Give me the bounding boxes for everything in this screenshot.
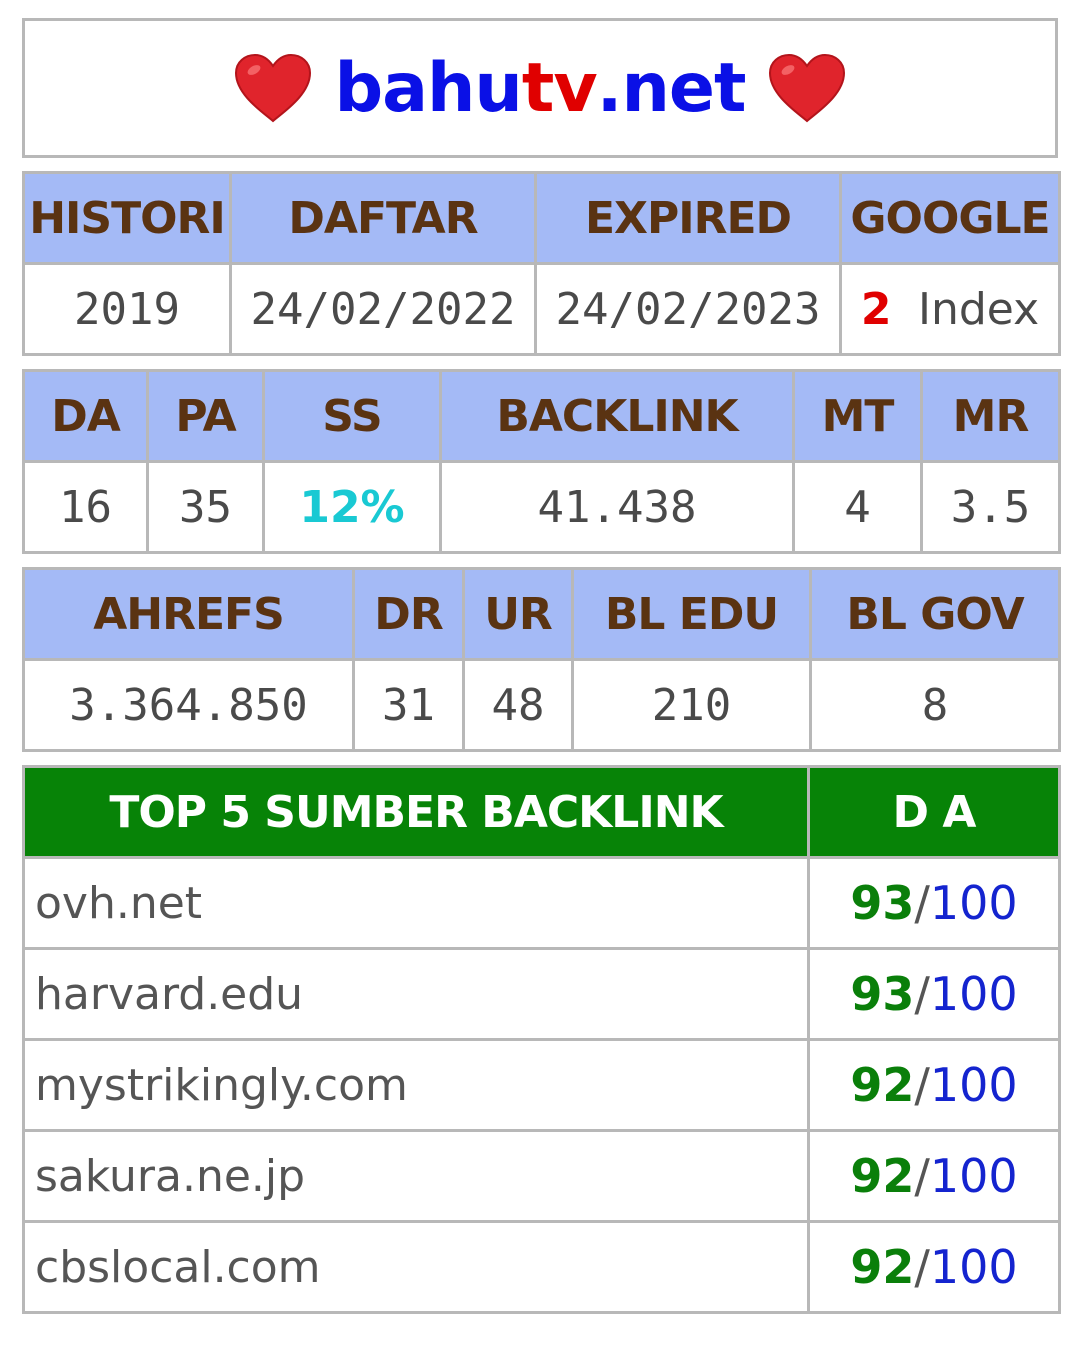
- title-part3: .net: [596, 48, 747, 128]
- da-score: 92: [850, 1149, 915, 1203]
- source-domain: ovh.net: [22, 856, 810, 950]
- da-max: 100: [929, 1058, 1018, 1112]
- google-index-count: 2: [860, 283, 892, 335]
- value-bl-edu: 210: [571, 658, 812, 752]
- history-table: HISTORI DAFTAR EXPIRED GOOGLE 2019 24/02…: [22, 171, 1061, 356]
- value-bl-gov: 8: [809, 658, 1061, 752]
- source-da: 92/100: [807, 1220, 1061, 1314]
- source-domain: mystrikingly.com: [22, 1038, 810, 1132]
- table-row: ovh.net 93/100: [22, 856, 1061, 950]
- da-score: 93: [850, 876, 915, 930]
- top-backlink-table: TOP 5 SUMBER BACKLINK D A ovh.net 93/100…: [22, 765, 1061, 1314]
- heart-icon: [768, 53, 845, 123]
- da-max: 100: [929, 876, 1018, 930]
- google-index-label: Index: [917, 283, 1040, 335]
- value-ur: 48: [462, 658, 574, 752]
- table-row: cbslocal.com 92/100: [22, 1220, 1061, 1314]
- header-mt: MT: [792, 369, 923, 463]
- header-da: DA: [22, 369, 149, 463]
- header-backlink: BACKLINK: [439, 369, 795, 463]
- table-row: sakura.ne.jp 92/100: [22, 1129, 1061, 1223]
- value-mt: 4: [792, 460, 923, 554]
- da-score: 92: [850, 1058, 915, 1112]
- header-ur: UR: [462, 567, 574, 661]
- value-mr: 3.5: [920, 460, 1061, 554]
- heart-icon: [235, 53, 312, 123]
- da-score: 92: [850, 1240, 915, 1294]
- value-da: 16: [22, 460, 149, 554]
- value-ahrefs: 3.364.850: [22, 658, 355, 752]
- header-dr: DR: [352, 567, 465, 661]
- value-dr: 31: [352, 658, 465, 752]
- header-bl-gov: BL GOV: [809, 567, 1061, 661]
- value-daftar: 24/02/2022: [229, 262, 537, 356]
- header-ss: SS: [262, 369, 442, 463]
- header-mr: MR: [920, 369, 1061, 463]
- da-max: 100: [929, 1240, 1018, 1294]
- table-row: harvard.edu 93/100: [22, 947, 1061, 1041]
- title-part2: tv: [521, 48, 598, 128]
- value-google: 2 Index: [839, 262, 1061, 356]
- source-domain: harvard.edu: [22, 947, 810, 1041]
- source-domain: sakura.ne.jp: [22, 1129, 810, 1223]
- da-score: 93: [850, 967, 915, 1021]
- header-expired: EXPIRED: [534, 171, 842, 265]
- seo-report: bahu tv .net HISTORI DAFTAR EXPIRED GOOGLE…: [22, 18, 1061, 1314]
- header-google: GOOGLE: [839, 171, 1061, 265]
- da-max: 100: [929, 967, 1018, 1021]
- header-bl-edu: BL EDU: [571, 567, 812, 661]
- da-max: 100: [929, 1149, 1018, 1203]
- ahrefs-table: AHREFS DR UR BL EDU BL GOV 3.364.850 31 …: [22, 567, 1061, 752]
- source-da: 92/100: [807, 1038, 1061, 1132]
- value-histori: 2019: [22, 262, 232, 356]
- title-part1: bahu: [334, 48, 522, 128]
- source-da: 93/100: [807, 856, 1061, 950]
- source-domain: cbslocal.com: [22, 1220, 810, 1314]
- header-top-sources: TOP 5 SUMBER BACKLINK: [22, 765, 810, 859]
- header-histori: HISTORI: [22, 171, 232, 265]
- value-expired: 24/02/2023: [534, 262, 842, 356]
- header-da-score: D A: [807, 765, 1061, 859]
- value-backlink: 41.438: [439, 460, 795, 554]
- domain-title: bahu tv .net: [212, 49, 867, 128]
- source-da: 92/100: [807, 1129, 1061, 1223]
- header-daftar: DAFTAR: [229, 171, 537, 265]
- title-box: bahu tv .net: [22, 18, 1058, 158]
- table-row: mystrikingly.com 92/100: [22, 1038, 1061, 1132]
- source-da: 93/100: [807, 947, 1061, 1041]
- authority-table: DA PA SS BACKLINK MT MR 16 35 12% 41.438…: [22, 369, 1061, 554]
- header-ahrefs: AHREFS: [22, 567, 355, 661]
- value-pa: 35: [146, 460, 265, 554]
- value-ss: 12%: [262, 460, 442, 554]
- header-pa: PA: [146, 369, 265, 463]
